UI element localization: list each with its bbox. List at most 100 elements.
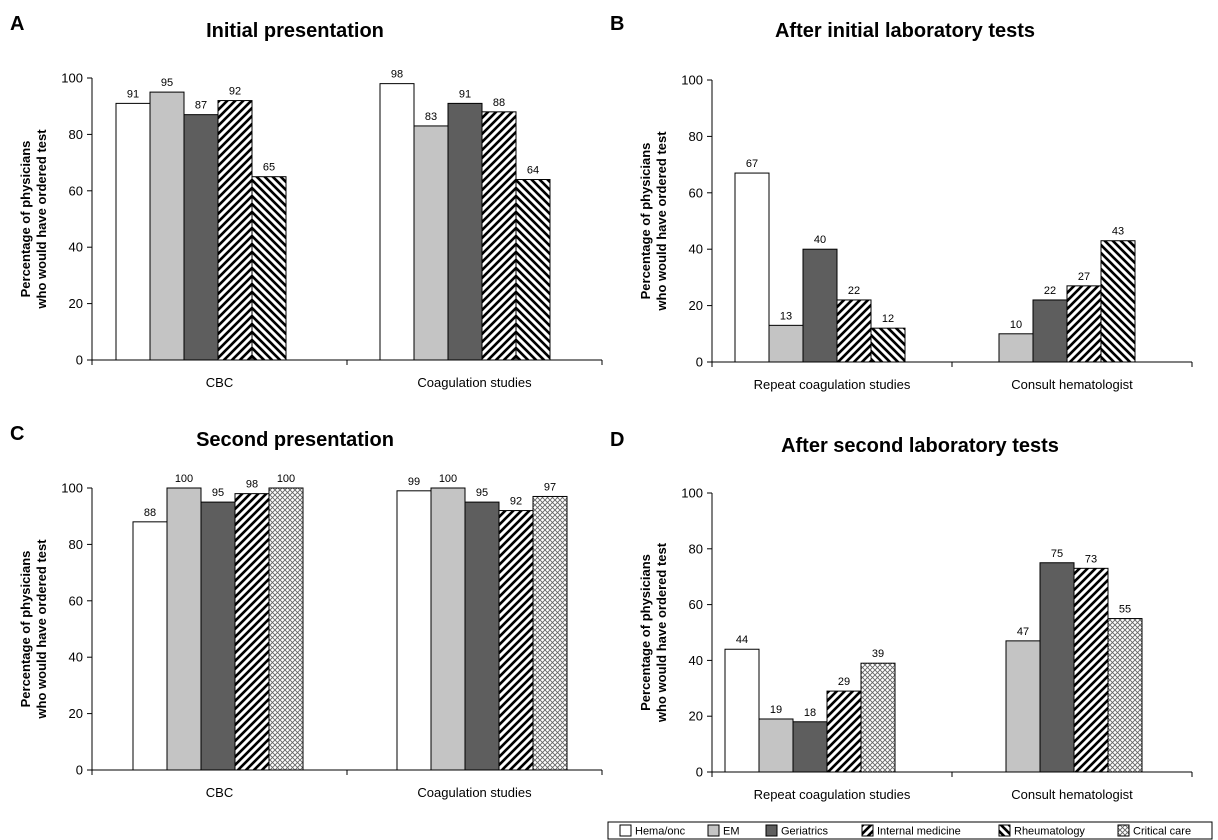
bar-hema-onc-repeat-coagulation-studies xyxy=(724,648,760,773)
bar-critical-care-consult-hematologist xyxy=(1107,618,1143,773)
y-tick-label: 40 xyxy=(689,653,703,668)
bar-em-repeat-coagulation-studies xyxy=(768,324,804,363)
panel-title: Second presentation xyxy=(196,429,394,451)
legend-label-rheumatology: Rheumatology xyxy=(1014,826,1085,838)
data-label: 91 xyxy=(127,88,139,100)
bar-rheumatology-coagulation-studies xyxy=(515,179,551,361)
y-tick-label: 40 xyxy=(69,240,83,255)
data-label: 22 xyxy=(848,285,860,297)
legend-label-geriatrics: Geriatrics xyxy=(781,826,829,838)
panel-title: After initial laboratory tests xyxy=(775,20,1035,42)
y-tick-label: 100 xyxy=(681,486,703,501)
y-tick-label: 20 xyxy=(69,706,83,721)
data-label: 65 xyxy=(263,162,275,174)
data-label: 39 xyxy=(872,648,884,660)
data-label: 98 xyxy=(391,69,403,81)
y-tick-label: 20 xyxy=(689,298,703,313)
bar-critical-care-repeat-coagulation-studies xyxy=(860,662,896,773)
panel-title: Initial presentation xyxy=(206,20,384,42)
data-label: 97 xyxy=(544,481,556,493)
y-tick-label: 20 xyxy=(69,296,83,311)
y-tick-label: 80 xyxy=(69,537,83,552)
y-tick-label: 100 xyxy=(61,481,83,496)
legend-swatch-geriatrics xyxy=(765,824,778,837)
bar-geriatrics-coagulation-studies xyxy=(464,501,500,771)
bar-critical-care-coagulation-studies xyxy=(532,495,568,771)
data-label: 10 xyxy=(1010,319,1022,331)
data-label: 88 xyxy=(144,507,156,519)
y-tick-label: 20 xyxy=(689,709,703,724)
bar-geriatrics-consult-hematologist xyxy=(1032,299,1068,363)
panel-title: After second laboratory tests xyxy=(781,435,1059,457)
data-label: 18 xyxy=(804,707,816,719)
data-label: 95 xyxy=(212,487,224,499)
legend: Hema/onc EM Geriatrics Internal medicine Rhe… xyxy=(607,821,1213,840)
y-tick-label: 40 xyxy=(69,650,83,665)
y-tick-label: 0 xyxy=(696,355,703,370)
y-tick-label: 80 xyxy=(689,129,703,144)
panel-a: A Initial presentation Percentage of physi… xyxy=(10,13,603,390)
legend-label-em: EM xyxy=(723,826,740,838)
data-label: 12 xyxy=(882,313,894,325)
legend-swatch-rheumatology xyxy=(998,824,1011,837)
y-axis-label: Percentage of physicianswho would have o… xyxy=(638,131,669,312)
legend-swatch-critical-care xyxy=(1117,824,1130,837)
category-label: Coagulation studies xyxy=(417,785,532,800)
y-axis-label: Percentage of physicianswho would have o… xyxy=(18,129,49,310)
y-tick-label: 60 xyxy=(689,185,703,200)
y-tick-label: 40 xyxy=(689,242,703,257)
data-label: 95 xyxy=(161,77,173,89)
data-label: 67 xyxy=(746,158,758,170)
data-label: 43 xyxy=(1112,226,1124,238)
legend-swatch-hema-onc xyxy=(619,824,632,837)
legend-box xyxy=(607,821,1213,840)
data-label: 47 xyxy=(1017,626,1029,638)
panel-letter: D xyxy=(610,429,624,451)
bar-geriatrics-repeat-coagulation-studies xyxy=(792,721,828,773)
category-label: CBC xyxy=(206,375,233,390)
bar-rheumatology-consult-hematologist xyxy=(1100,240,1136,363)
panel-d: D After second laboratory tests Percentage… xyxy=(610,429,1193,802)
bar-hema-onc-coagulation-studies xyxy=(396,490,432,771)
data-label: 27 xyxy=(1078,271,1090,283)
data-label: 100 xyxy=(277,473,295,485)
y-tick-label: 100 xyxy=(681,73,703,88)
y-tick-label: 60 xyxy=(69,593,83,608)
data-label: 100 xyxy=(175,473,193,485)
legend-label-internal-medicine: Internal medicine xyxy=(877,826,961,838)
data-label: 13 xyxy=(780,310,792,322)
data-label: 92 xyxy=(229,86,241,98)
data-label: 55 xyxy=(1119,604,1131,616)
bar-internal-medicine-coagulation-studies xyxy=(481,111,517,361)
legend-label-hema-onc: Hema/onc xyxy=(635,826,686,838)
bar-em-coagulation-studies xyxy=(430,487,466,771)
data-label: 29 xyxy=(838,676,850,688)
bar-critical-care-cbc xyxy=(268,487,304,771)
category-label: CBC xyxy=(206,785,233,800)
y-tick-label: 0 xyxy=(696,765,703,780)
data-label: 91 xyxy=(459,88,471,100)
data-label: 98 xyxy=(246,479,258,491)
data-label: 99 xyxy=(408,476,420,488)
category-label: Repeat coagulation studies xyxy=(754,377,911,392)
bar-hema-onc-cbc xyxy=(132,521,168,771)
bar-rheumatology-repeat-coagulation-studies xyxy=(870,327,906,363)
bar-geriatrics-cbc xyxy=(183,114,219,361)
bar-internal-medicine-repeat-coagulation-studies xyxy=(826,690,862,773)
y-tick-label: 100 xyxy=(61,71,83,86)
bar-internal-medicine-coagulation-studies xyxy=(498,510,534,771)
bar-internal-medicine-cbc xyxy=(234,493,270,771)
data-label: 83 xyxy=(425,111,437,123)
bar-em-cbc xyxy=(166,487,202,771)
data-label: 88 xyxy=(493,97,505,109)
bar-hema-onc-coagulation-studies xyxy=(379,83,415,361)
bar-geriatrics-consult-hematologist xyxy=(1039,562,1075,773)
bar-em-repeat-coagulation-studies xyxy=(758,718,794,773)
data-label: 73 xyxy=(1085,553,1097,565)
y-axis-label: Percentage of physicianswho would have o… xyxy=(18,539,49,720)
bar-em-cbc xyxy=(149,91,185,361)
bar-internal-medicine-repeat-coagulation-studies xyxy=(836,299,872,363)
bar-hema-onc-repeat-coagulation-studies xyxy=(734,172,770,363)
y-tick-label: 60 xyxy=(689,597,703,612)
